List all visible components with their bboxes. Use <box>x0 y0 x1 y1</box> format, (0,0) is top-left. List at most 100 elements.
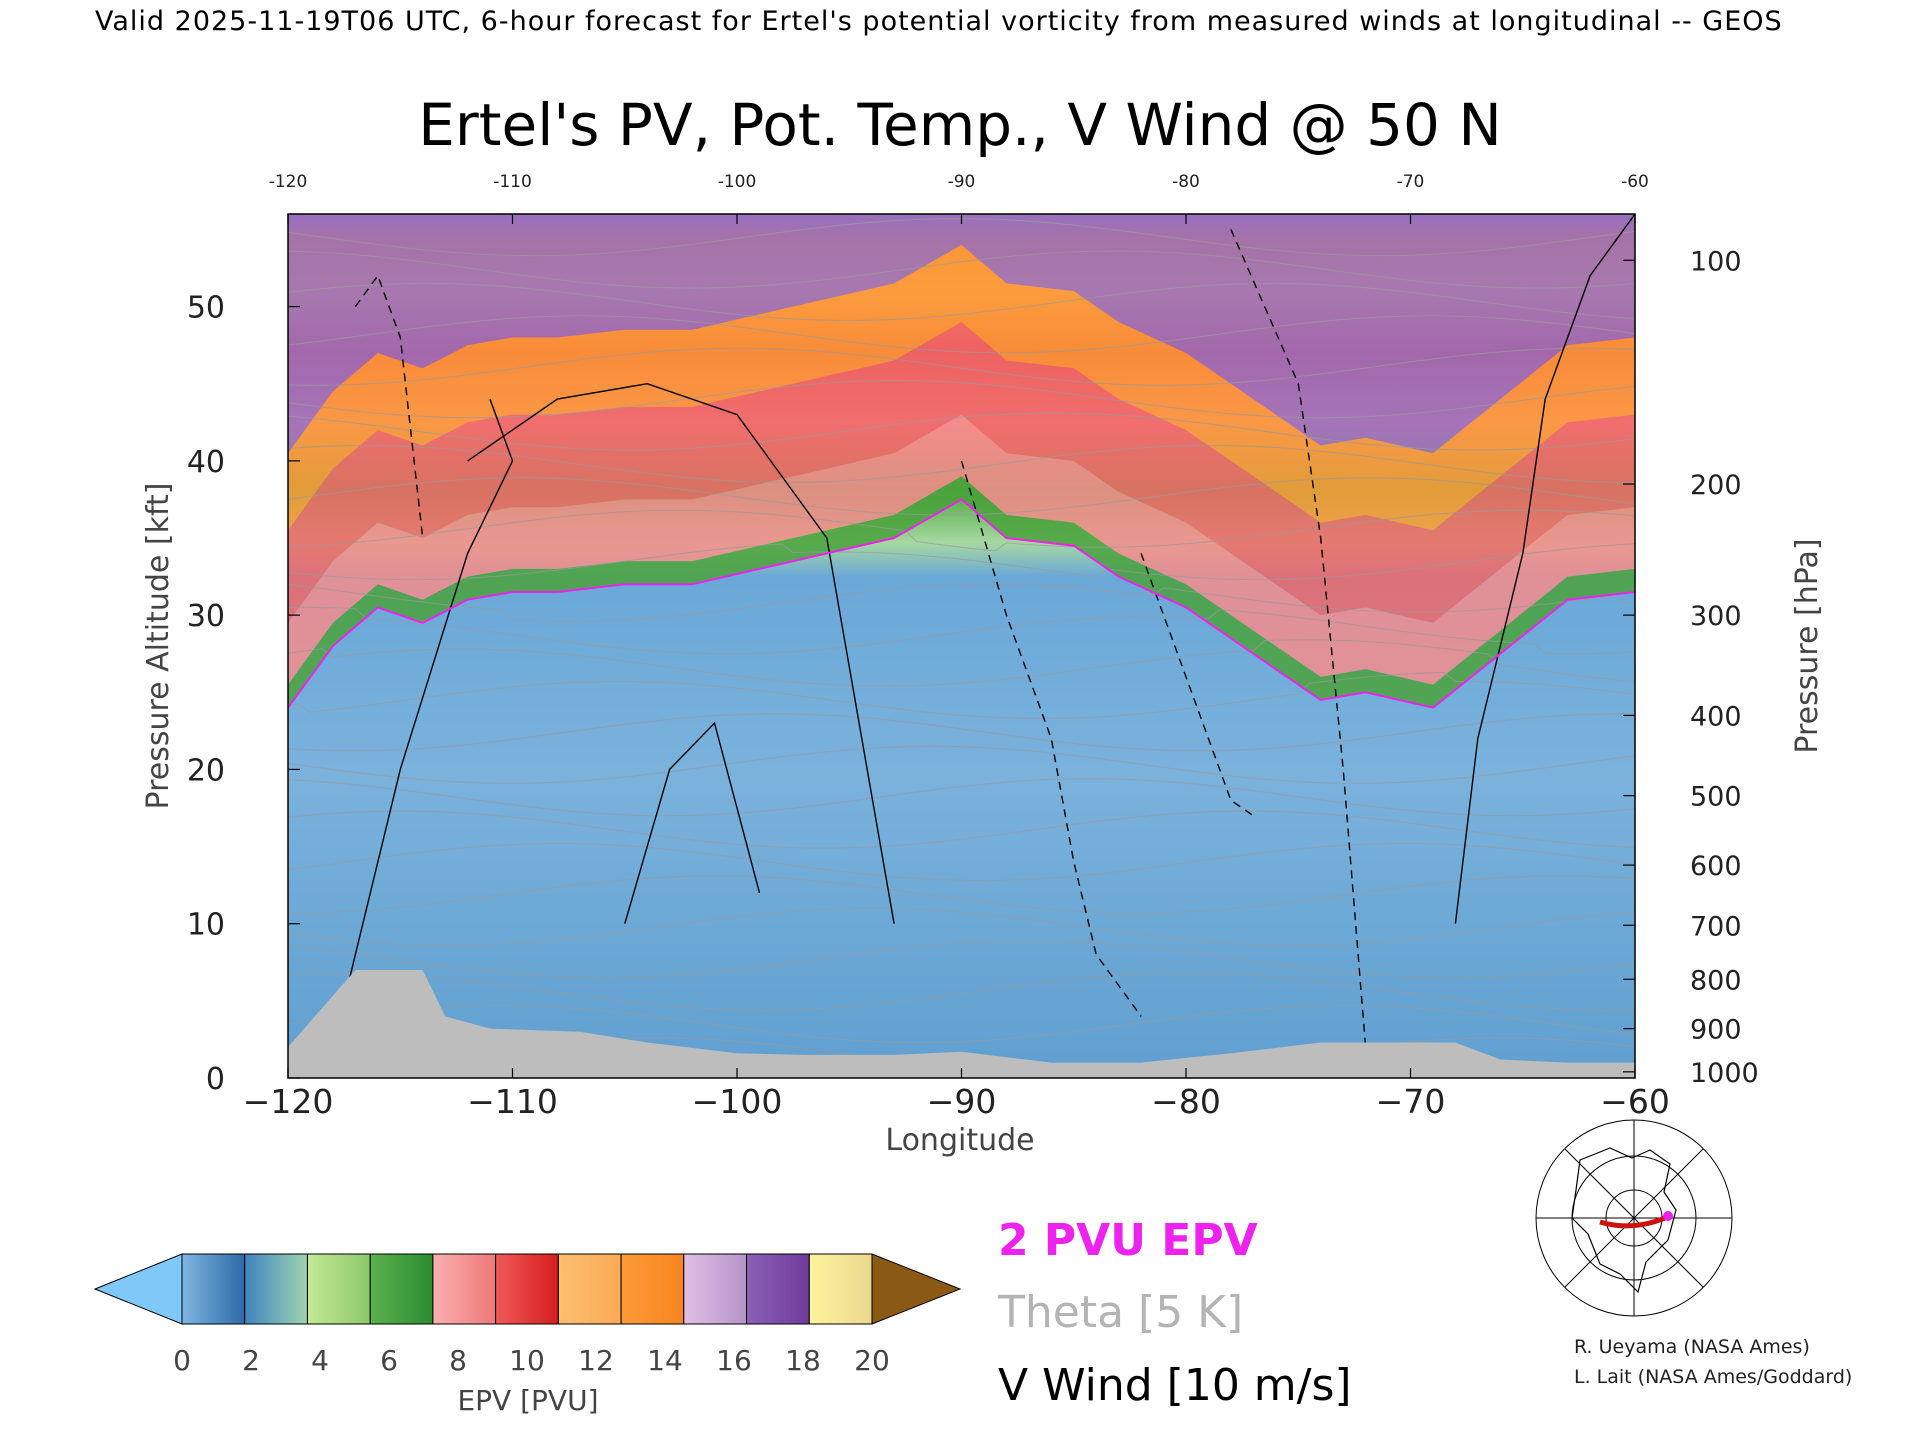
x-tick-bottom-label-0: −120 <box>243 1082 334 1121</box>
v-wind-contour-6 <box>1140 553 1254 817</box>
x-tick-top-label-5: -70 <box>1397 172 1425 192</box>
theta-contour-15 <box>288 543 1635 581</box>
theta-contour-8 <box>288 778 1635 817</box>
v-wind-contour-3 <box>960 460 1142 1017</box>
pressure-tick-label-4: 500 <box>1690 782 1742 813</box>
x-tick-top-label-2: -100 <box>718 172 757 192</box>
theta-contour-23 <box>288 282 1635 322</box>
colorbar-bin-7 <box>620 1253 685 1325</box>
x-tick-top-label-6: -60 <box>1621 172 1649 192</box>
x-axis-top: -120 -110 -100 -90 -80 -70 -60 <box>269 172 1649 224</box>
theta-contour-3 <box>288 940 1635 979</box>
y-axis-right: 100 200 300 400 500 600 700 800 900 1000 <box>1623 246 1759 1089</box>
colorbar-bin-2 <box>307 1253 371 1325</box>
v-wind-contour-5 <box>1454 214 1635 924</box>
terrain-fill <box>288 970 1635 1078</box>
theta-contours <box>288 218 1635 1076</box>
legend-theta: Theta [5 K] <box>997 1287 1243 1338</box>
colorbar-bin-4 <box>432 1253 497 1325</box>
pv-band-3 <box>288 244 1635 531</box>
colorbar-under-arrow <box>93 1253 183 1325</box>
pv-band-4 <box>288 214 1635 454</box>
theta-contour-20 <box>288 380 1635 419</box>
x-tick-top-label-0: -120 <box>269 172 308 192</box>
colorbar-tick-2: 4 <box>311 1344 329 1377</box>
credit-line-2: L. Lait (NASA Ames/Goddard) <box>1574 1366 1852 1388</box>
pressure-tick-label-2: 300 <box>1690 601 1742 632</box>
pressure-tick-label-8: 900 <box>1690 1015 1742 1046</box>
y-axis-left: 0 10 20 30 40 50 <box>187 291 300 1097</box>
x-axis-bottom: −120 −110 −100 −90 −80 −70 −60 <box>243 1068 1670 1121</box>
colorbar-bin-3 <box>369 1253 434 1325</box>
colorbar-bin-6 <box>557 1253 622 1325</box>
colorbar-bin-1 <box>244 1253 308 1325</box>
colorbar-bin-8 <box>683 1253 747 1325</box>
theta-contour-4 <box>288 907 1635 946</box>
colorbar-tick-4: 8 <box>449 1344 467 1377</box>
colorbar-tick-3: 6 <box>380 1344 398 1377</box>
x-tick-bottom-label-6: −60 <box>1600 1082 1670 1121</box>
chart-title: Ertel's PV, Pot. Temp., V Wind @ 50 N <box>418 91 1501 159</box>
theta-contour-5 <box>288 875 1635 914</box>
colorbar-bin-0 <box>181 1253 246 1325</box>
colorbar-tick-9: 18 <box>785 1344 821 1377</box>
colorbar-tick-10: 20 <box>854 1344 890 1377</box>
locator-map-icon <box>1535 1119 1733 1317</box>
x-tick-bottom-label-3: −90 <box>927 1082 997 1121</box>
v-wind-contour-7 <box>354 274 424 539</box>
colorbar-bin-5 <box>495 1253 559 1325</box>
y-tick-label-3: 30 <box>187 599 225 634</box>
pressure-tick-label-1: 200 <box>1690 470 1742 501</box>
theta-contour-2 <box>288 972 1635 1011</box>
colorbar-over-arrow <box>871 1253 962 1325</box>
colorbar-label: EPV [PVU] <box>457 1384 598 1417</box>
theta-contour-21 <box>288 347 1635 386</box>
y-tick-label-4: 40 <box>187 445 225 480</box>
pressure-tick-label-6: 700 <box>1690 911 1742 942</box>
theta-contour-16 <box>288 509 1635 552</box>
theta-contour-6 <box>288 843 1635 881</box>
colorbar: 0 2 4 6 8 10 12 14 16 18 20 <box>93 1253 962 1377</box>
colorbar-tick-1: 2 <box>242 1344 260 1377</box>
pressure-tick-label-9: 1000 <box>1690 1058 1759 1089</box>
x-axis-label: Longitude <box>885 1123 1034 1158</box>
y-tick-label-2: 20 <box>187 753 225 788</box>
legend-vwind: V Wind [10 m/s] <box>998 1360 1352 1411</box>
y-tick-label-1: 10 <box>187 908 225 943</box>
theta-contour-18 <box>288 444 1635 483</box>
colorbar-bin-10 <box>808 1253 873 1325</box>
theta-contour-7 <box>288 810 1635 849</box>
theta-contour-13 <box>288 606 1635 655</box>
v-wind-contour-4 <box>1230 229 1367 1048</box>
theta-contour-14 <box>288 583 1635 622</box>
pressure-tick-label-5: 600 <box>1690 851 1742 882</box>
x-tick-bottom-label-1: −110 <box>467 1082 558 1121</box>
pv-band-2 <box>288 322 1635 623</box>
y-tick-label-5: 50 <box>187 291 225 326</box>
colorbar-tick-0: 0 <box>173 1344 191 1377</box>
v-wind-contour-2 <box>624 721 761 924</box>
colorbar-tick-5: 10 <box>509 1344 545 1377</box>
theta-contour-9 <box>288 745 1635 784</box>
x-tick-top-label-4: -80 <box>1172 172 1200 192</box>
x-tick-bottom-label-2: −100 <box>692 1082 783 1121</box>
colorbar-tick-6: 12 <box>578 1344 614 1377</box>
header-text: Valid 2025-11-19T06 UTC, 6-hour forecast… <box>95 6 1783 37</box>
theta-contour-12 <box>288 639 1635 687</box>
pressure-tick-label-7: 800 <box>1690 965 1742 996</box>
v-wind-contour-0 <box>332 398 514 1048</box>
x-tick-bottom-label-5: −70 <box>1376 1082 1446 1121</box>
x-tick-top-label-3: -90 <box>948 172 976 192</box>
y-axis-label: Pressure Altitude [kft] <box>141 483 176 810</box>
theta-contour-10 <box>288 713 1635 752</box>
theta-contour-24 <box>288 250 1635 289</box>
legend-epv: 2 PVU EPV <box>998 1215 1258 1266</box>
colorbar-tick-7: 14 <box>647 1344 683 1377</box>
tropopause-2pvu-line <box>288 498 1635 709</box>
theta-contour-11 <box>288 671 1635 719</box>
credit-line-1: R. Ueyama (NASA Ames) <box>1574 1336 1810 1358</box>
theta-contour-19 <box>288 412 1635 451</box>
v-wind-contours <box>332 214 1635 1048</box>
x-tick-bottom-label-4: −80 <box>1151 1082 1221 1121</box>
pressure-tick-label-0: 100 <box>1690 246 1742 277</box>
